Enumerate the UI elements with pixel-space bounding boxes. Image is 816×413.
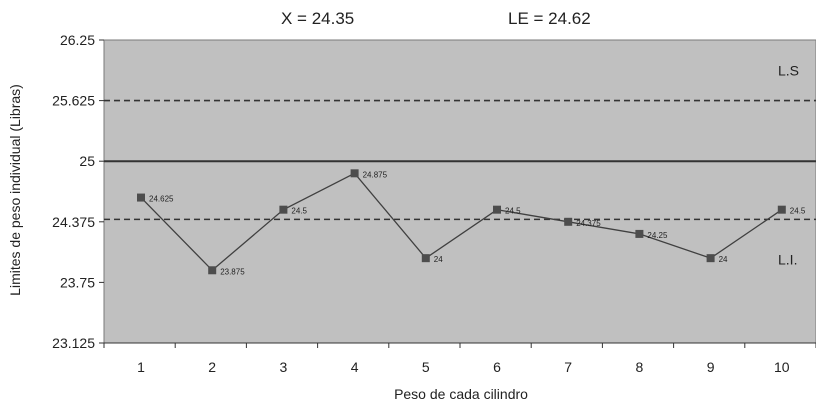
x-tick-label-4: 4 [351,359,359,375]
y-tick-label-6: 26.25 [60,32,95,48]
x-tick-label-7: 7 [564,359,572,375]
data-point-4 [350,169,359,178]
data-label-2: 23.875 [220,267,245,276]
y-tick-label-5: 25.625 [52,93,95,109]
data-label-5: 24 [434,255,443,264]
y-tick-label-2: 23.75 [60,274,95,290]
data-point-9 [706,254,715,263]
x-axis-label: Peso de cada cilindro [394,386,528,402]
x-tick-label-3: 3 [280,359,288,375]
series-layer [137,169,786,275]
x-tick-label-6: 6 [493,359,501,375]
data-point-6 [493,205,501,214]
reference-label-1: L.S [778,63,799,79]
chart-header-le: LE = 24.62 [508,9,591,28]
data-label-6: 24.5 [505,207,521,216]
data-point-8 [635,229,644,238]
label-layer: L.S L.I. 24.625 23.875 24.5 24.875 24 24.5 24.37… [149,63,806,277]
x-tick-label-9: 9 [707,359,715,375]
data-label-4: 24.875 [363,170,388,179]
y-tick-label-4: 25 [79,153,95,169]
x-tick-label-5: 5 [422,359,430,375]
data-label-10: 24.5 [790,207,806,216]
data-point-7 [564,217,573,226]
data-point-3 [279,205,288,214]
data-point-1 [137,193,145,202]
x-tick-label-10: 10 [774,359,790,375]
x-tick-label-8: 8 [636,359,644,375]
data-point-2 [208,266,217,275]
y-axis-label: Limites de peso individual (Libras) [7,84,23,296]
x-tick-label-2: 2 [208,359,216,375]
y-tick-label-3: 24.375 [52,214,95,230]
data-label-1: 24.625 [149,195,174,204]
y-tick-label-1: 23.125 [52,335,95,351]
axis-layer: 23.125 23.75 24.375 25 25.625 26.25 1 2 3 4 5 6 7 8 9 1… [52,32,816,375]
series-line [140,172,783,272]
data-label-7: 24.375 [576,219,601,228]
data-point-10 [777,205,786,214]
x-tick-label-1: 1 [137,359,145,375]
data-label-8: 24.25 [647,231,668,240]
plot-layer [103,39,816,344]
reference-label-3: L.I. [778,251,797,267]
data-point-5 [421,254,430,263]
data-label-9: 24 [719,255,728,264]
plot-area [103,39,816,344]
data-label-3: 24.5 [291,207,307,216]
chart-header-mean: X = 24.35 [281,9,354,28]
